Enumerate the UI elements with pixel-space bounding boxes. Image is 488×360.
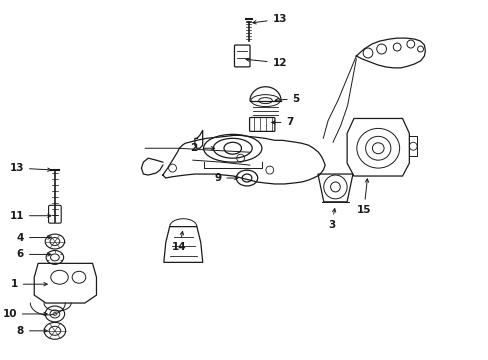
Text: 1: 1 [11, 279, 47, 289]
Text: 13: 13 [252, 14, 286, 24]
Text: 2: 2 [190, 143, 214, 153]
Text: 9: 9 [214, 173, 238, 183]
Text: 4: 4 [17, 233, 51, 243]
Text: 6: 6 [17, 249, 51, 260]
Text: 11: 11 [9, 211, 51, 221]
Text: 5: 5 [275, 94, 299, 104]
Text: 7: 7 [271, 117, 293, 127]
Text: 14: 14 [172, 231, 186, 252]
Text: 3: 3 [327, 208, 335, 230]
Text: 12: 12 [245, 58, 286, 68]
Text: 8: 8 [17, 326, 47, 336]
Text: 10: 10 [2, 309, 47, 319]
Text: 15: 15 [356, 179, 370, 215]
Text: 13: 13 [9, 163, 51, 173]
